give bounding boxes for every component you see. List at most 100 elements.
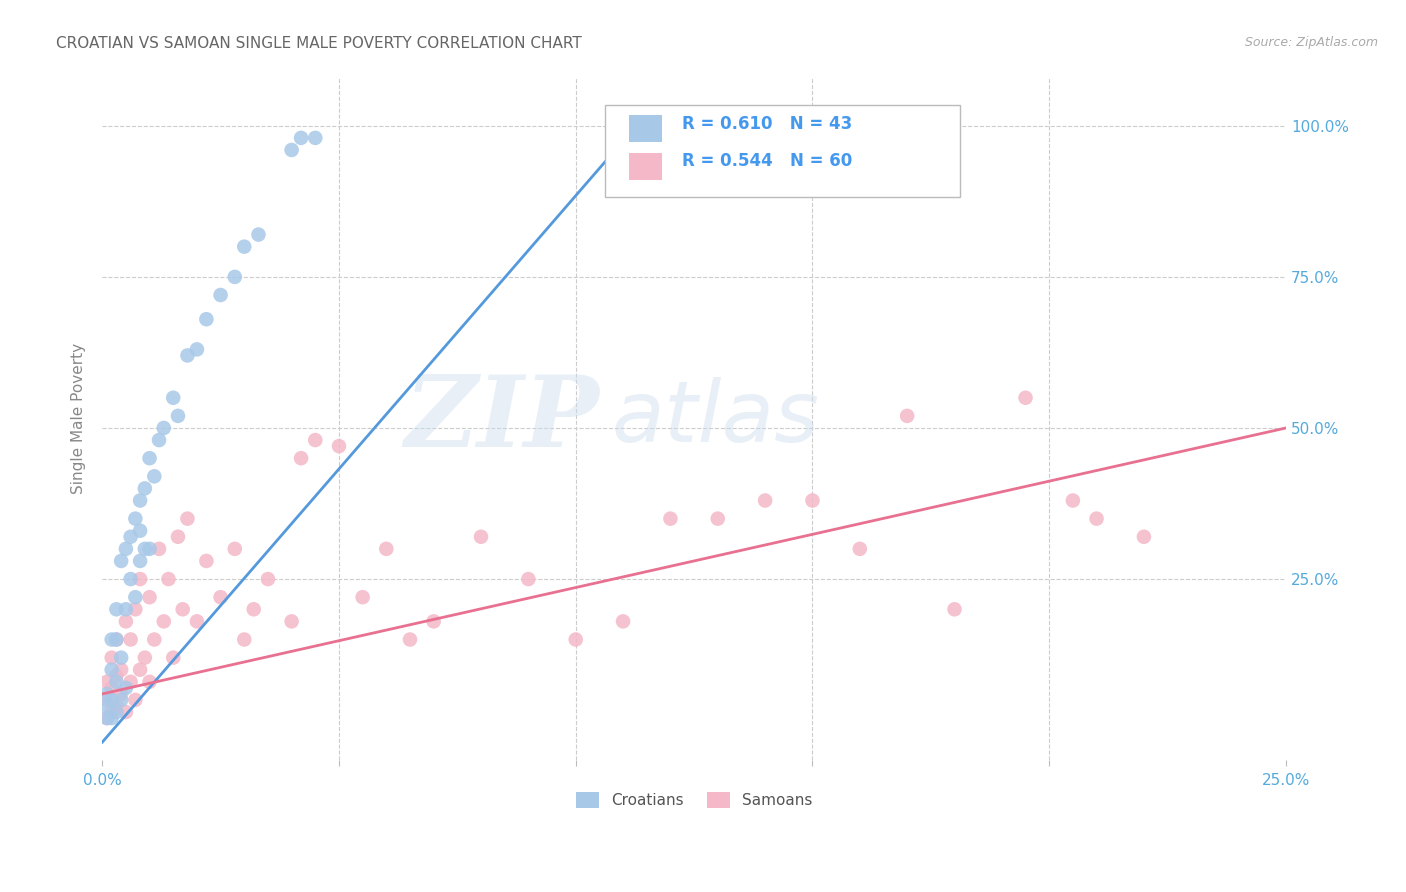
- Text: R = 0.610   N = 43: R = 0.610 N = 43: [682, 115, 852, 133]
- Point: [162, 391, 184, 405]
- Point: [257, 572, 280, 586]
- Point: [517, 572, 540, 586]
- Point: [157, 572, 180, 586]
- Point: [612, 615, 634, 629]
- Point: [138, 674, 160, 689]
- Point: [801, 493, 824, 508]
- Point: [115, 602, 138, 616]
- Point: [233, 632, 256, 647]
- Point: [195, 312, 218, 326]
- Point: [209, 288, 232, 302]
- Point: [120, 674, 142, 689]
- FancyBboxPatch shape: [628, 115, 662, 143]
- Point: [134, 541, 156, 556]
- Point: [1062, 493, 1084, 508]
- Point: [659, 511, 682, 525]
- Point: [134, 650, 156, 665]
- Point: [176, 348, 198, 362]
- Point: [129, 572, 152, 586]
- Point: [162, 650, 184, 665]
- Text: atlas: atlas: [612, 377, 820, 460]
- Point: [247, 227, 270, 242]
- Point: [96, 687, 118, 701]
- Point: [148, 433, 170, 447]
- Point: [138, 451, 160, 466]
- Text: ZIP: ZIP: [405, 371, 599, 467]
- Point: [167, 409, 190, 423]
- Point: [152, 615, 174, 629]
- Text: Source: ZipAtlas.com: Source: ZipAtlas.com: [1244, 36, 1378, 49]
- Point: [124, 693, 146, 707]
- Text: R = 0.544   N = 60: R = 0.544 N = 60: [682, 152, 852, 169]
- Point: [105, 674, 128, 689]
- Point: [943, 602, 966, 616]
- Point: [100, 681, 122, 695]
- Point: [120, 572, 142, 586]
- Point: [115, 681, 138, 695]
- Point: [195, 554, 218, 568]
- Point: [96, 698, 118, 713]
- Point: [129, 663, 152, 677]
- Point: [172, 602, 194, 616]
- Point: [849, 541, 872, 556]
- Point: [1014, 391, 1036, 405]
- Point: [115, 705, 138, 719]
- Text: CROATIAN VS SAMOAN SINGLE MALE POVERTY CORRELATION CHART: CROATIAN VS SAMOAN SINGLE MALE POVERTY C…: [56, 36, 582, 51]
- Point: [186, 343, 208, 357]
- Point: [115, 615, 138, 629]
- Point: [115, 541, 138, 556]
- Point: [105, 602, 128, 616]
- Point: [96, 674, 118, 689]
- Point: [110, 693, 132, 707]
- Point: [100, 663, 122, 677]
- Point: [110, 650, 132, 665]
- Point: [105, 669, 128, 683]
- Point: [96, 693, 118, 707]
- Point: [233, 240, 256, 254]
- FancyBboxPatch shape: [606, 104, 960, 197]
- Point: [120, 632, 142, 647]
- Point: [96, 711, 118, 725]
- Point: [129, 524, 152, 538]
- Point: [176, 511, 198, 525]
- Point: [100, 650, 122, 665]
- Point: [352, 591, 374, 605]
- Y-axis label: Single Male Poverty: Single Male Poverty: [72, 343, 86, 494]
- Point: [152, 421, 174, 435]
- Point: [129, 493, 152, 508]
- Point: [100, 705, 122, 719]
- Point: [134, 482, 156, 496]
- Point: [110, 554, 132, 568]
- Point: [304, 433, 326, 447]
- Point: [399, 632, 422, 647]
- Point: [124, 602, 146, 616]
- Point: [138, 541, 160, 556]
- Point: [96, 711, 118, 725]
- Legend: Croatians, Samoans: Croatians, Samoans: [569, 786, 818, 814]
- Point: [100, 711, 122, 725]
- Point: [242, 602, 264, 616]
- Point: [138, 591, 160, 605]
- Point: [105, 698, 128, 713]
- Point: [105, 632, 128, 647]
- Point: [422, 615, 444, 629]
- Point: [148, 541, 170, 556]
- Point: [280, 615, 302, 629]
- Point: [129, 554, 152, 568]
- Point: [564, 632, 586, 647]
- Point: [105, 632, 128, 647]
- Point: [100, 632, 122, 647]
- FancyBboxPatch shape: [628, 153, 662, 180]
- Point: [706, 511, 728, 525]
- Point: [896, 409, 918, 423]
- Point: [120, 530, 142, 544]
- Point: [290, 451, 312, 466]
- Point: [304, 131, 326, 145]
- Point: [754, 493, 776, 508]
- Point: [143, 632, 166, 647]
- Point: [328, 439, 350, 453]
- Point: [186, 615, 208, 629]
- Point: [124, 591, 146, 605]
- Point: [224, 269, 246, 284]
- Point: [470, 530, 492, 544]
